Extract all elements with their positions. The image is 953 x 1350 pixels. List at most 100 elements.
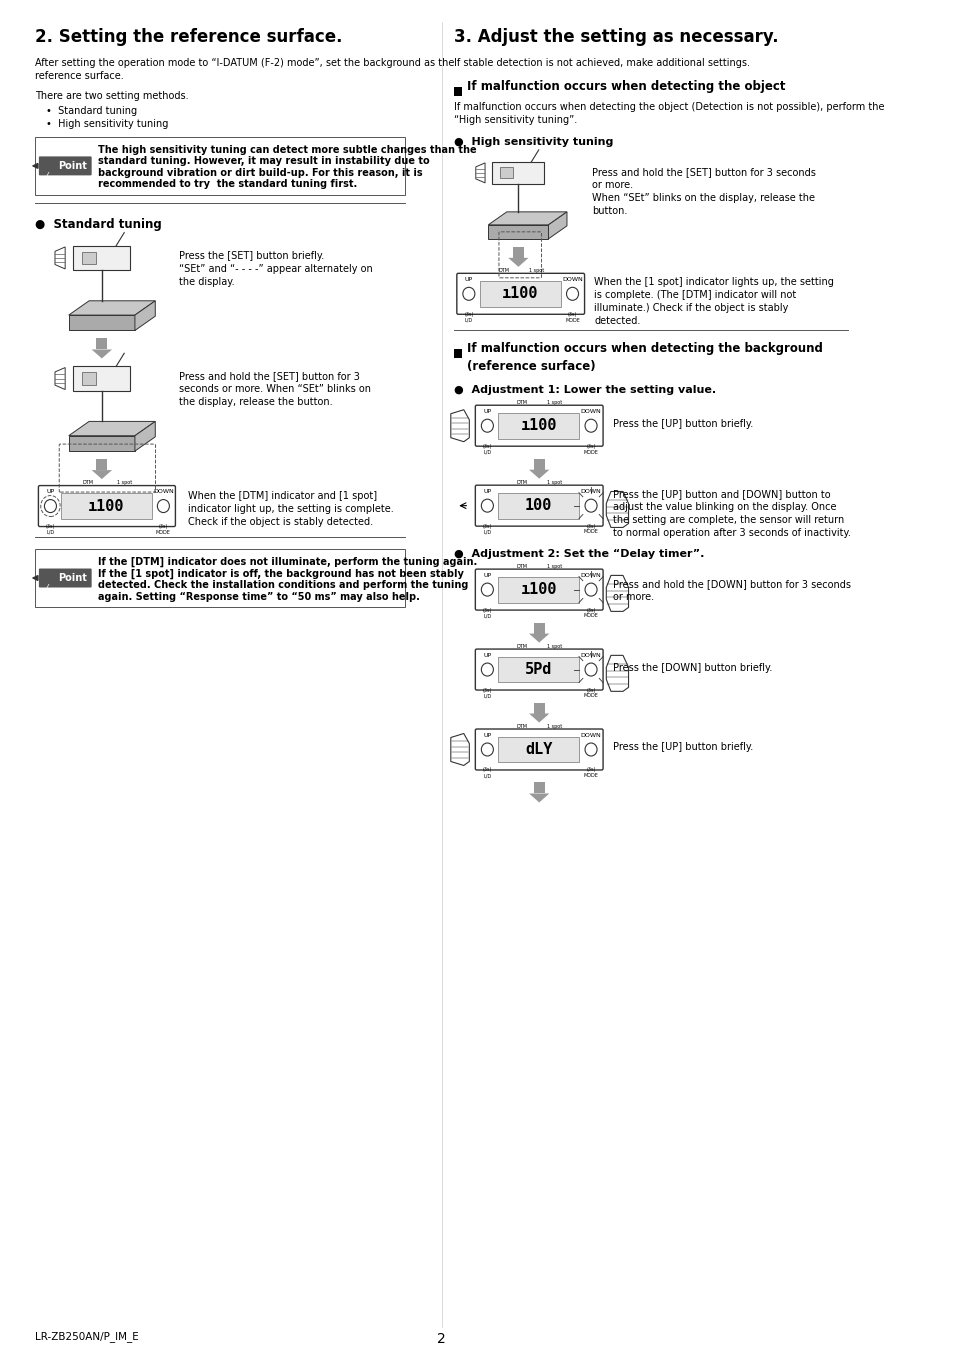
Circle shape	[584, 583, 597, 597]
Polygon shape	[529, 714, 549, 722]
Text: 100: 100	[524, 498, 552, 513]
Text: If the [DTM] indicator does not illuminate, perform the tuning again.: If the [DTM] indicator does not illumina…	[98, 558, 476, 567]
Text: detected.: detected.	[594, 316, 640, 325]
Text: If malfunction occurs when detecting the object (Detection is not possible), per: If malfunction occurs when detecting the…	[453, 103, 883, 112]
Polygon shape	[488, 225, 548, 239]
FancyBboxPatch shape	[475, 729, 602, 769]
Text: detected. Check the installation conditions and perform the tuning: detected. Check the installation conditi…	[98, 580, 468, 590]
Text: DOWN: DOWN	[152, 489, 173, 494]
Text: LR-ZB250AN/P_IM_E: LR-ZB250AN/P_IM_E	[35, 1331, 139, 1342]
Text: DTM: DTM	[517, 479, 527, 485]
Text: UP: UP	[464, 277, 473, 282]
Text: (reference surface): (reference surface)	[466, 359, 595, 373]
Text: reference surface.: reference surface.	[35, 72, 124, 81]
Text: (3s)
MODE: (3s) MODE	[155, 524, 171, 535]
Text: illuminate.) Check if the object is stably: illuminate.) Check if the object is stab…	[594, 302, 788, 313]
FancyBboxPatch shape	[497, 413, 578, 439]
FancyBboxPatch shape	[475, 405, 602, 447]
Text: 1 spot: 1 spot	[547, 479, 562, 485]
Text: adjust the value blinking on the display. Once: adjust the value blinking on the display…	[612, 502, 836, 512]
Polygon shape	[73, 366, 131, 390]
Polygon shape	[533, 702, 544, 714]
Text: (3s)
MODE: (3s) MODE	[564, 312, 579, 323]
Text: If malfunction occurs when detecting the object: If malfunction occurs when detecting the…	[466, 80, 784, 93]
Polygon shape	[55, 367, 65, 390]
Text: •  High sensitivity tuning: • High sensitivity tuning	[47, 119, 169, 128]
Text: Point: Point	[58, 161, 87, 171]
Text: the display, release the button.: the display, release the button.	[178, 397, 332, 408]
FancyBboxPatch shape	[39, 157, 91, 176]
Polygon shape	[533, 622, 544, 633]
Circle shape	[584, 500, 597, 512]
FancyBboxPatch shape	[475, 570, 602, 610]
Polygon shape	[96, 339, 108, 350]
Circle shape	[566, 288, 578, 300]
Polygon shape	[134, 421, 155, 451]
Polygon shape	[476, 163, 484, 182]
Circle shape	[481, 420, 493, 432]
FancyBboxPatch shape	[475, 485, 602, 526]
Text: The high sensitivity tuning can detect more subtle changes than the: The high sensitivity tuning can detect m…	[98, 144, 476, 155]
Text: 1 spot: 1 spot	[117, 481, 132, 485]
Circle shape	[45, 500, 56, 513]
Polygon shape	[606, 491, 628, 528]
Circle shape	[481, 743, 493, 756]
Text: ı100: ı100	[520, 582, 557, 597]
Polygon shape	[513, 247, 523, 258]
Text: the setting are complete, the sensor will return: the setting are complete, the sensor wil…	[612, 514, 843, 525]
Text: (3s)
L/D: (3s) L/D	[482, 444, 492, 455]
Polygon shape	[529, 470, 549, 479]
Text: Press the [UP] button briefly.: Press the [UP] button briefly.	[612, 418, 752, 429]
Polygon shape	[91, 470, 112, 479]
Circle shape	[481, 500, 493, 512]
FancyBboxPatch shape	[39, 568, 91, 587]
Text: ●  Adjustment 1: Lower the setting value.: ● Adjustment 1: Lower the setting value.	[453, 385, 715, 394]
Text: (3s)
L/D: (3s) L/D	[482, 524, 492, 535]
Text: ⁄: ⁄	[46, 171, 47, 182]
Text: 1 spot: 1 spot	[547, 400, 562, 405]
Text: DTM: DTM	[497, 267, 509, 273]
Text: DTM: DTM	[517, 724, 527, 729]
Text: DOWN: DOWN	[580, 489, 600, 494]
FancyBboxPatch shape	[497, 737, 578, 763]
Text: the display.: the display.	[178, 277, 234, 286]
Text: ı100: ı100	[501, 286, 537, 301]
Text: or more.: or more.	[592, 180, 633, 190]
Text: (3s)
L/D: (3s) L/D	[482, 608, 492, 618]
Polygon shape	[606, 575, 628, 612]
Text: DTM: DTM	[83, 481, 93, 485]
Text: There are two setting methods.: There are two setting methods.	[35, 90, 189, 101]
Text: 1 spot: 1 spot	[547, 724, 562, 729]
FancyBboxPatch shape	[497, 576, 578, 602]
Text: •  Standard tuning: • Standard tuning	[47, 105, 137, 116]
Text: button.: button.	[592, 205, 627, 216]
Text: (3s)
MODE: (3s) MODE	[583, 524, 598, 535]
Polygon shape	[499, 167, 513, 178]
Polygon shape	[492, 162, 544, 184]
Text: indicator light up, the setting is complete.: indicator light up, the setting is compl…	[188, 504, 394, 514]
Text: (3s)
L/D: (3s) L/D	[482, 768, 492, 779]
Text: ı100: ı100	[520, 418, 557, 433]
Circle shape	[157, 500, 170, 513]
Text: Check if the object is stably detected.: Check if the object is stably detected.	[188, 517, 373, 526]
Text: “SEt” and “- - - -” appear alternately on: “SEt” and “- - - -” appear alternately o…	[178, 263, 372, 274]
Text: DOWN: DOWN	[580, 733, 600, 737]
Text: UP: UP	[483, 409, 491, 413]
Polygon shape	[533, 459, 544, 470]
Text: DOWN: DOWN	[580, 652, 600, 657]
Circle shape	[481, 583, 493, 597]
Text: DTM: DTM	[517, 563, 527, 568]
Text: UP: UP	[483, 652, 491, 657]
Text: “High sensitivity tuning”.: “High sensitivity tuning”.	[453, 115, 577, 126]
Circle shape	[584, 420, 597, 432]
Text: UP: UP	[483, 572, 491, 578]
Polygon shape	[73, 246, 131, 270]
Text: ●  Adjustment 2: Set the “Delay timer”.: ● Adjustment 2: Set the “Delay timer”.	[453, 548, 703, 559]
Text: Press and hold the [SET] button for 3: Press and hold the [SET] button for 3	[178, 371, 359, 382]
Text: Press and hold the [DOWN] button for 3 seconds: Press and hold the [DOWN] button for 3 s…	[612, 579, 850, 589]
Text: 1 spot: 1 spot	[547, 644, 562, 648]
Text: background vibration or dirt build-up. For this reason, it is: background vibration or dirt build-up. F…	[98, 167, 422, 178]
Text: Point: Point	[58, 574, 87, 583]
Text: Press the [UP] button and [DOWN] button to: Press the [UP] button and [DOWN] button …	[612, 489, 829, 498]
FancyBboxPatch shape	[475, 649, 602, 690]
